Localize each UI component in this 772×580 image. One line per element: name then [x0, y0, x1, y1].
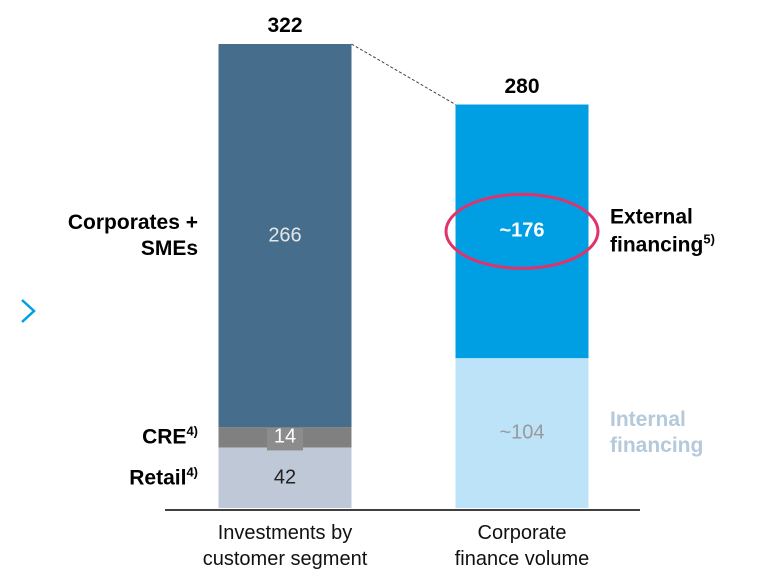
- connector: [351, 43, 456, 105]
- bar-segment: [455, 358, 589, 508]
- series-name: CRE: [142, 425, 187, 449]
- footnote: 4): [186, 423, 198, 439]
- chevron-icon: [21, 299, 36, 323]
- series-label: CRE4): [48, 424, 198, 451]
- series-name: Corporates + SMEs: [67, 210, 198, 260]
- total-label: 280: [504, 74, 540, 98]
- bar-segment: [455, 104, 589, 359]
- highlight-ring: [444, 192, 600, 270]
- data-label: 14: [273, 425, 297, 448]
- x-category-label: Corporate finance volume: [454, 522, 590, 570]
- series-name: External financing: [610, 205, 704, 256]
- bar-segment: [218, 447, 352, 508]
- footnote: 4): [186, 464, 198, 480]
- footnote: 5): [703, 230, 715, 246]
- bar-segment: [218, 44, 352, 428]
- series-name: Internal financing: [610, 407, 704, 458]
- total-label: 322: [267, 13, 303, 37]
- x-category-label: Investments by customer segment: [202, 522, 368, 570]
- label-box: [267, 424, 303, 451]
- series-label: Corporates + SMEs: [48, 209, 198, 262]
- series-name: Retail: [129, 466, 187, 490]
- data-label: 266: [268, 224, 302, 247]
- series-label: Internal financing: [610, 407, 760, 460]
- data-label: 42: [273, 466, 297, 489]
- data-label: ~104: [499, 421, 545, 444]
- series-label: External financing5): [610, 205, 760, 259]
- data-label: ~176: [499, 219, 545, 242]
- series-label: Retail4): [48, 464, 198, 491]
